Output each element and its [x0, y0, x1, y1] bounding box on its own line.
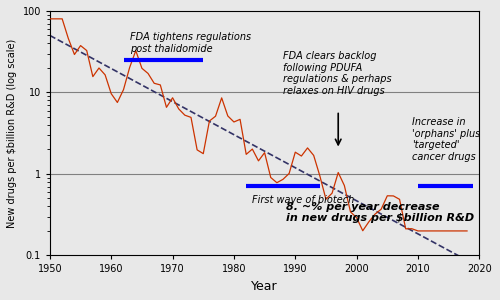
X-axis label: Year: Year: [252, 280, 278, 293]
Y-axis label: New drugs per $billion R&D (log scale): New drugs per $billion R&D (log scale): [7, 39, 17, 228]
Text: First wave of biotech: First wave of biotech: [252, 195, 354, 205]
Text: FDA tightens regulations
post thalidomide: FDA tightens regulations post thalidomid…: [130, 32, 251, 54]
Text: Increase in
'orphans' plus
'targeted'
cancer drugs: Increase in 'orphans' plus 'targeted' ca…: [412, 117, 480, 162]
Text: FDA clears backlog
following PDUFA
regulations & perhaps
relaxes on HIV drugs: FDA clears backlog following PDUFA regul…: [283, 51, 392, 96]
Text: 8. ~% per year decrease
in new drugs per $billion R&D: 8. ~% per year decrease in new drugs per…: [286, 202, 474, 223]
